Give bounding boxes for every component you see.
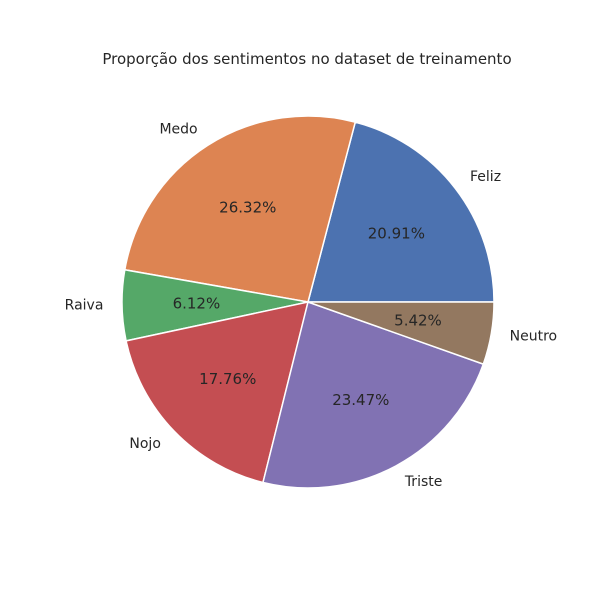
category-label-nojo: Nojo (129, 436, 161, 452)
percentage-label-neutro: 5.42% (394, 311, 442, 329)
category-label-neutro: Neutro (510, 329, 557, 345)
pie-slice-medo (123, 115, 357, 303)
percentage-label-triste: 23.47% (332, 391, 389, 409)
category-labels: Feliz Medo Raiva Nojo Triste Neutro (65, 122, 557, 491)
category-label-raiva: Raiva (65, 298, 104, 314)
pie-slice-nojo (125, 301, 310, 484)
pie-slice-feliz (307, 121, 495, 303)
percentage-label-nojo: 17.76% (199, 370, 256, 388)
percentage-label-raiva: 6.12% (173, 295, 221, 313)
category-label-medo: Medo (159, 122, 197, 138)
percentage-label-feliz: 20.91% (368, 224, 425, 242)
chart-title: Proporção dos sentimentos no dataset de … (102, 50, 511, 68)
percentage-labels: 20.91% 26.32% 6.12% 17.76% 23.47% 5.42% (173, 199, 442, 409)
pie-slice-neutro (307, 301, 495, 366)
category-label-triste: Triste (404, 474, 443, 490)
category-label-feliz: Feliz (470, 169, 501, 185)
percentage-label-medo: 26.32% (219, 199, 276, 217)
pie-slices (121, 115, 495, 489)
pie-slice-triste (262, 301, 485, 489)
